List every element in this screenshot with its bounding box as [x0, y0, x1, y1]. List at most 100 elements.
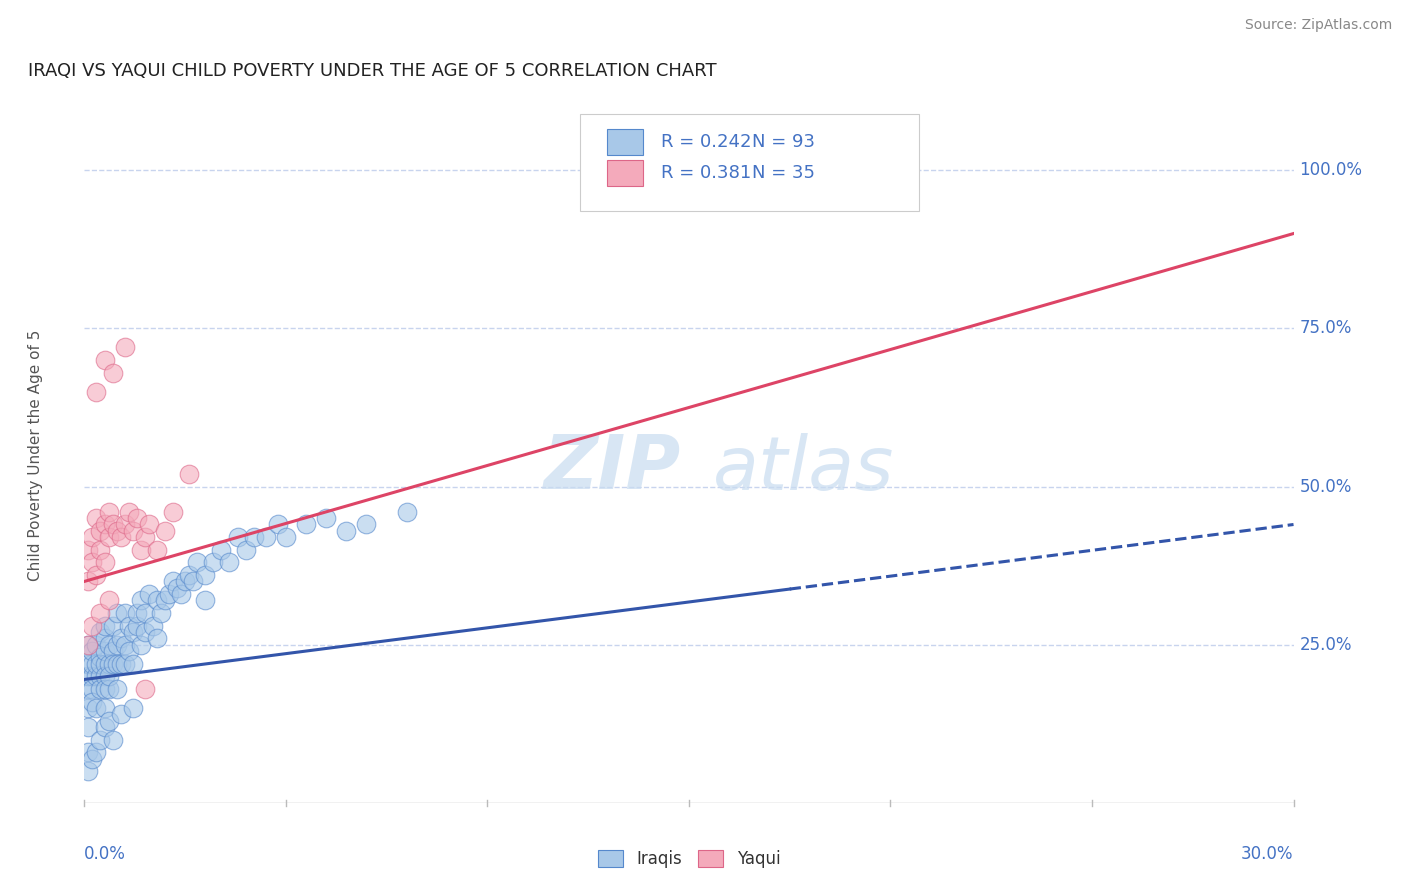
- Point: [82, 751, 104, 765]
- Point: [86, 657, 108, 671]
- Point: [114, 340, 136, 354]
- Point: [138, 587, 160, 601]
- Point: [89, 524, 111, 538]
- Point: [162, 505, 184, 519]
- Point: [170, 587, 193, 601]
- Point: [129, 542, 152, 557]
- Point: [118, 505, 141, 519]
- FancyBboxPatch shape: [607, 160, 643, 186]
- Point: [77, 574, 100, 589]
- Point: [82, 669, 104, 683]
- Point: [121, 701, 143, 715]
- Point: [146, 632, 169, 646]
- Point: [82, 657, 104, 671]
- Point: [86, 511, 108, 525]
- Text: 50.0%: 50.0%: [1299, 477, 1353, 496]
- Point: [125, 618, 148, 632]
- Point: [110, 632, 132, 646]
- Point: [93, 517, 115, 532]
- Point: [254, 530, 277, 544]
- Point: [89, 657, 111, 671]
- Point: [97, 714, 120, 728]
- Point: [142, 618, 165, 632]
- Point: [97, 657, 120, 671]
- Point: [134, 681, 156, 696]
- Text: 0.0%: 0.0%: [84, 845, 127, 863]
- Point: [105, 524, 128, 538]
- Point: [134, 625, 156, 640]
- Point: [162, 574, 184, 589]
- Point: [153, 524, 176, 538]
- Point: [315, 511, 337, 525]
- Point: [93, 353, 115, 368]
- Point: [82, 644, 104, 658]
- Point: [97, 638, 120, 652]
- Text: IRAQI VS YAQUI CHILD POVERTY UNDER THE AGE OF 5 CORRELATION CHART: IRAQI VS YAQUI CHILD POVERTY UNDER THE A…: [28, 62, 717, 80]
- Text: atlas: atlas: [713, 433, 894, 505]
- Point: [226, 530, 249, 544]
- Point: [89, 732, 111, 747]
- Point: [93, 657, 115, 671]
- Point: [77, 720, 100, 734]
- Point: [101, 644, 124, 658]
- Point: [179, 467, 201, 481]
- Point: [356, 517, 378, 532]
- Point: [93, 644, 115, 658]
- Point: [93, 720, 115, 734]
- Point: [149, 606, 172, 620]
- Point: [97, 530, 120, 544]
- Point: [101, 517, 124, 532]
- Point: [93, 618, 115, 632]
- Point: [118, 618, 141, 632]
- Point: [82, 695, 104, 709]
- Point: [86, 638, 108, 652]
- Point: [86, 384, 108, 399]
- Point: [121, 657, 143, 671]
- Point: [77, 745, 100, 759]
- Point: [194, 593, 217, 607]
- Point: [86, 701, 108, 715]
- Text: 30.0%: 30.0%: [1241, 845, 1294, 863]
- Point: [105, 657, 128, 671]
- Point: [174, 574, 197, 589]
- Point: [77, 701, 100, 715]
- Point: [97, 593, 120, 607]
- Point: [125, 606, 148, 620]
- Point: [77, 764, 100, 779]
- Point: [157, 587, 180, 601]
- Point: [77, 669, 100, 683]
- Text: Child Poverty Under the Age of 5: Child Poverty Under the Age of 5: [28, 329, 44, 581]
- Point: [134, 606, 156, 620]
- Point: [114, 638, 136, 652]
- Point: [105, 681, 128, 696]
- Point: [77, 638, 100, 652]
- Point: [82, 530, 104, 544]
- Point: [295, 517, 318, 532]
- Point: [179, 568, 201, 582]
- Point: [97, 681, 120, 696]
- Point: [93, 632, 115, 646]
- Point: [146, 593, 169, 607]
- Point: [235, 542, 257, 557]
- Text: ZIP: ZIP: [544, 433, 681, 506]
- Point: [121, 625, 143, 640]
- Text: 75.0%: 75.0%: [1299, 319, 1353, 337]
- Point: [153, 593, 176, 607]
- Point: [105, 638, 128, 652]
- Point: [86, 568, 108, 582]
- Point: [118, 644, 141, 658]
- Point: [335, 524, 357, 538]
- Point: [114, 657, 136, 671]
- Point: [93, 669, 115, 683]
- Text: N = 93: N = 93: [752, 133, 815, 151]
- Point: [89, 542, 111, 557]
- Point: [77, 542, 100, 557]
- Point: [134, 530, 156, 544]
- Text: R = 0.242: R = 0.242: [661, 133, 763, 151]
- Point: [77, 657, 100, 671]
- Point: [110, 530, 132, 544]
- FancyBboxPatch shape: [581, 114, 918, 211]
- Point: [101, 366, 124, 380]
- Point: [82, 618, 104, 632]
- Point: [166, 581, 188, 595]
